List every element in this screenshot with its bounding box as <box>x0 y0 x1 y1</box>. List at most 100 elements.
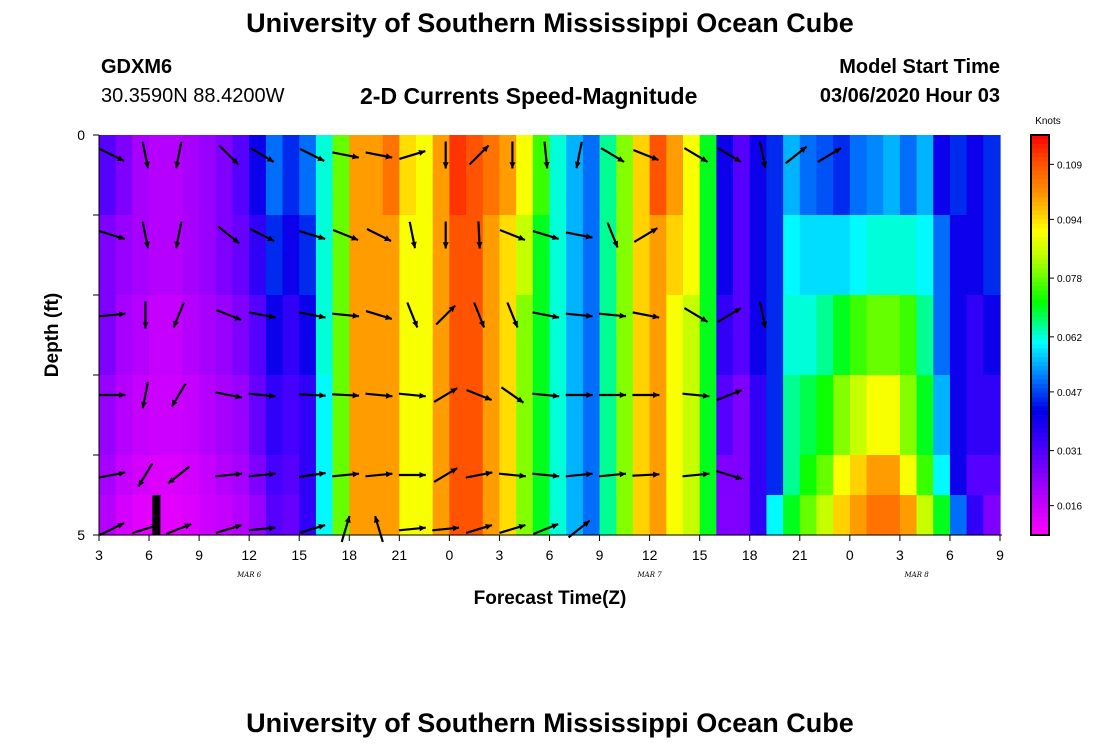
heatmap-cell <box>582 455 601 496</box>
current-vector <box>332 471 360 478</box>
date-label: MAR 6 <box>236 571 262 579</box>
current-vector <box>468 144 490 166</box>
heatmap-cell <box>549 215 567 296</box>
heatmap-cell <box>866 295 884 376</box>
heatmap-cell <box>682 495 701 536</box>
heatmap-cell <box>482 215 501 296</box>
current-vector <box>399 150 426 160</box>
heatmap-cell <box>983 295 1001 376</box>
heatmap-cell <box>282 375 300 456</box>
heatmap-cell <box>899 135 918 216</box>
heatmap-cell <box>232 455 250 496</box>
colorbar-segment <box>1031 370 1049 376</box>
colorbar-segment <box>1031 343 1049 349</box>
colorbar-segment <box>1031 219 1049 225</box>
heatmap-cell <box>616 135 634 216</box>
current-vector <box>165 522 192 536</box>
heatmap-cell <box>349 495 367 536</box>
heatmap-cell <box>215 495 234 536</box>
heatmap-cell <box>799 455 818 496</box>
colorbar-segment <box>1031 508 1049 514</box>
current-vector <box>98 311 126 318</box>
heatmap-cell <box>799 375 818 456</box>
heatmap-cell <box>933 295 951 376</box>
heatmap-cell <box>532 495 551 536</box>
heatmap-cell <box>866 135 884 216</box>
colorbar-segment <box>1031 161 1049 167</box>
y-tick-label: 0 <box>77 127 85 143</box>
current-vector <box>250 147 275 163</box>
colorbar-segment <box>1031 481 1049 487</box>
colorbar-segment <box>1031 383 1049 389</box>
current-vector <box>500 386 525 404</box>
colorbar-tick-label: 0.109 <box>1057 160 1082 171</box>
heatmap-cell <box>165 455 184 496</box>
colorbar-segment <box>1031 170 1049 176</box>
colorbar-segment <box>1031 526 1049 532</box>
y-axis-title: Depth (ft) <box>42 293 63 377</box>
heatmap-cell <box>749 375 768 456</box>
colorbar-segment <box>1031 375 1049 381</box>
current-vector <box>442 221 449 249</box>
heatmap-cell <box>299 215 317 296</box>
colorbar-segment <box>1031 281 1049 287</box>
heatmap-cell <box>449 215 467 296</box>
colorbar-segment <box>1031 255 1049 261</box>
current-vector <box>398 392 426 399</box>
colorbar-segment <box>1031 339 1049 345</box>
heatmap-cell <box>632 375 651 456</box>
heatmap-cell <box>449 495 467 536</box>
current-vector <box>248 311 276 320</box>
current-vector <box>340 515 351 543</box>
colorbar-segment <box>1031 188 1049 194</box>
heatmap-cell <box>833 135 851 216</box>
heatmap-cell <box>232 495 250 536</box>
heatmap-cell <box>282 495 300 536</box>
x-tick-label: 3 <box>496 547 504 563</box>
date-label: MAR 8 <box>903 571 929 579</box>
heatmap-cell <box>432 215 450 296</box>
heatmap-cell <box>616 375 634 456</box>
heatmap-cell <box>933 375 951 456</box>
heatmap-cell <box>482 295 501 376</box>
heatmap-cell <box>199 295 217 376</box>
heatmap-cell <box>749 135 768 216</box>
heatmap-cell <box>916 135 934 216</box>
current-vector <box>374 515 384 543</box>
heatmap-cell <box>332 375 350 456</box>
current-vector <box>784 145 808 165</box>
heatmap-cell <box>699 375 717 456</box>
heatmap-cell <box>382 215 400 296</box>
colorbar-segment <box>1031 472 1049 478</box>
heatmap-cell <box>165 295 184 376</box>
colorbar-segment <box>1031 361 1049 367</box>
heatmap-cell <box>449 375 467 456</box>
current-vector <box>98 392 126 398</box>
current-vector <box>432 525 460 532</box>
current-vector <box>406 302 419 328</box>
heatmap-cell <box>733 455 751 496</box>
heatmap-cell <box>632 495 651 536</box>
heatmap-cell <box>199 135 217 216</box>
heatmap-cell <box>582 135 601 216</box>
heatmap-cell <box>99 495 117 536</box>
heatmap-cell <box>783 495 801 536</box>
heatmap-cell <box>449 295 467 376</box>
heatmap-cell <box>766 495 784 536</box>
heatmap-cell <box>849 215 868 296</box>
heatmap-cell <box>733 295 751 376</box>
heatmap-cell <box>532 135 551 216</box>
current-vector <box>717 307 742 323</box>
heatmap-cell <box>682 215 701 296</box>
colorbar-segment <box>1031 290 1049 296</box>
current-vector <box>365 471 393 478</box>
heatmap-cell <box>699 295 717 376</box>
colorbar-segment <box>1031 432 1049 438</box>
heatmap-cell <box>699 215 717 296</box>
heatmap-cell <box>733 495 751 536</box>
heatmap-cell <box>432 495 450 536</box>
x-tick-label: 15 <box>291 547 307 563</box>
current-vector <box>433 467 458 483</box>
heatmap-cell <box>799 135 818 216</box>
colorbar-segment <box>1031 490 1049 496</box>
